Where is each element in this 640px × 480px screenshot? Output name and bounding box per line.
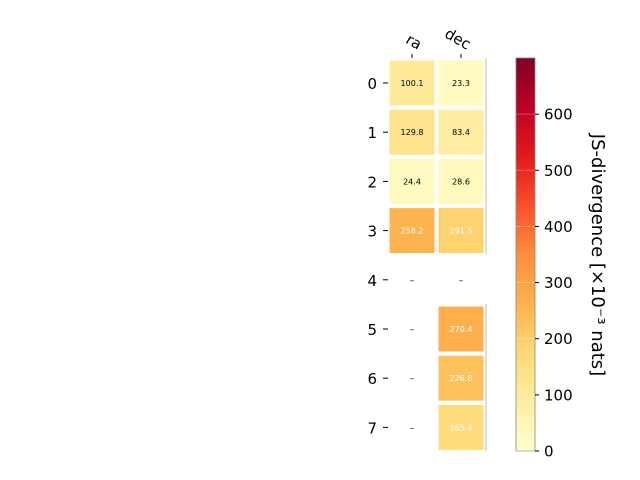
column-label-dec: dec (442, 24, 474, 53)
row-label-1: 1 (367, 124, 377, 142)
colorbar: 0 100 200 300 400 500 600 (515, 57, 573, 461)
cell-value-label: 270.4 (450, 325, 473, 334)
row-label-0: 0 (367, 75, 377, 93)
cell-value-label: 165.4 (450, 423, 473, 432)
row-label-3: 3 (367, 223, 377, 241)
heatmap-cell (438, 404, 484, 450)
heatmap-cell (389, 158, 435, 204)
heatmap-cell (438, 158, 484, 204)
colorbar-tick-label: 200 (544, 330, 573, 348)
colorbar-tick-label: 600 (544, 106, 573, 124)
colorbar-gradient (515, 57, 536, 452)
colorbar-tick-label: 0 (544, 443, 554, 461)
cell-missing-marker: – (410, 374, 415, 384)
heatmap-cell (438, 208, 484, 254)
heatmap-cell (438, 109, 484, 155)
cell-value-label: 23.3 (452, 79, 470, 88)
row-label-5: 5 (367, 321, 377, 339)
heatmap-cells (389, 58, 487, 451)
cell-value-label: 258.2 (401, 227, 424, 236)
row-label-2: 2 (367, 173, 377, 191)
cell-value-label: 83.4 (452, 128, 470, 137)
cell-value-label: 24.4 (403, 177, 421, 186)
cell-value-labels: 100.1 23.3 129.8 83.4 24.4 28.6 258.2 191.5 – – – 2… (401, 79, 473, 433)
heatmap-cell (438, 355, 484, 401)
colorbar-tick-label: 500 (544, 162, 573, 180)
cell-value-label: 100.1 (401, 79, 424, 88)
cell-missing-marker: – (410, 276, 415, 286)
colorbar-tick-label: 100 (544, 386, 573, 404)
row-label-7: 7 (367, 419, 377, 437)
cell-missing-marker: – (410, 325, 415, 335)
heatmap-cell (389, 208, 435, 254)
heatmap-cell (389, 109, 435, 155)
row-label-6: 6 (367, 370, 377, 388)
cell-missing-marker: – (410, 423, 415, 433)
cell-value-label: 191.5 (450, 227, 473, 236)
column-labels: ra dec (403, 24, 474, 58)
heatmap-cell (438, 306, 484, 352)
colorbar-tick-label: 400 (544, 218, 573, 236)
cell-value-label: 129.8 (401, 128, 424, 137)
heatmap-cell (389, 60, 435, 106)
cell-value-label: 226.8 (450, 374, 473, 383)
cell-value-label: 28.6 (452, 177, 470, 186)
cell-missing-marker: – (459, 276, 464, 286)
row-labels: 0 1 2 3 4 5 6 7 (367, 75, 388, 437)
heatmap-cell (438, 60, 484, 106)
colorbar-label: JS-divergence [×10⁻³ nats] (587, 133, 608, 376)
column-label-ra: ra (403, 30, 425, 53)
colorbar-tick-label: 300 (544, 274, 573, 292)
row-label-4: 4 (367, 272, 377, 290)
